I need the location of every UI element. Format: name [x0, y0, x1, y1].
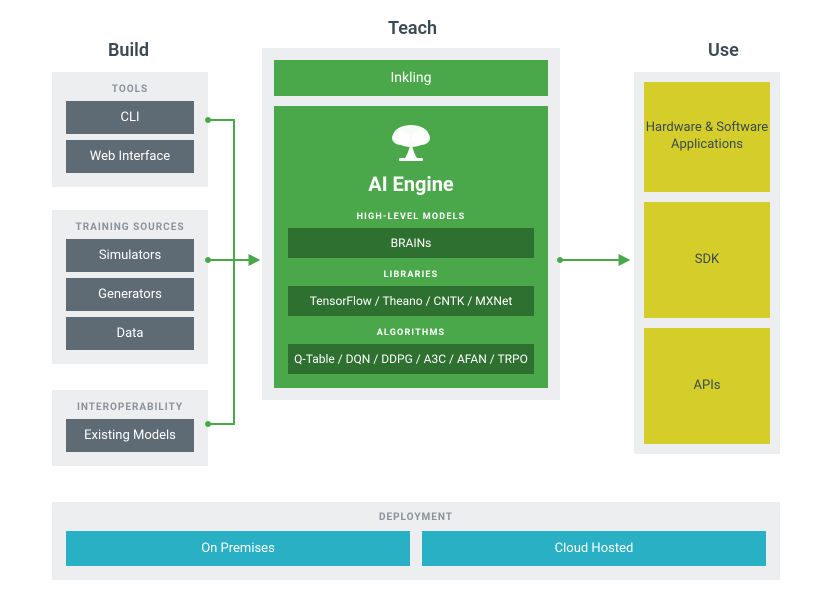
tools-label: TOOLS — [66, 84, 194, 95]
interoperability-item-existing-models: Existing Models — [66, 419, 194, 452]
deployment-panel: DEPLOYMENT On Premises Cloud Hosted — [52, 502, 780, 580]
high-level-models-label: HIGH-LEVEL MODELS — [288, 212, 534, 222]
libraries-bar: TensorFlow / Theano / CNTK / MXNet — [288, 286, 534, 316]
tools-item-cli: CLI — [66, 101, 194, 134]
teach-panel: Inkling AI Engine HIGH-LEVEL MODELS BRAI… — [262, 48, 560, 400]
algorithms-bar: Q-Table / DQN / DDPG / A3C / AFAN / TRPO — [288, 344, 534, 374]
deployment-label: DEPLOYMENT — [66, 512, 766, 523]
tree-icon — [389, 122, 433, 162]
algorithms-label: ALGORITHMS — [288, 328, 534, 338]
deployment-cloud-hosted: Cloud Hosted — [422, 531, 766, 566]
tools-item-web-interface: Web Interface — [66, 140, 194, 173]
deployment-on-premises: On Premises — [66, 531, 410, 566]
training-item-simulators: Simulators — [66, 239, 194, 272]
column-header-teach: Teach — [388, 18, 437, 39]
inkling-bar: Inkling — [274, 60, 548, 96]
ai-engine-box: AI Engine HIGH-LEVEL MODELS BRAINs LIBRA… — [274, 106, 548, 388]
use-sdk: SDK — [644, 202, 770, 318]
libraries-label: LIBRARIES — [288, 270, 534, 280]
use-apis: APIs — [644, 328, 770, 444]
tools-panel: TOOLS CLI Web Interface — [52, 72, 208, 187]
training-item-generators: Generators — [66, 278, 194, 311]
interoperability-panel: INTEROPERABILITY Existing Models — [52, 390, 208, 466]
use-hw-sw: Hardware & Software Applications — [644, 82, 770, 192]
use-panel: Hardware & Software Applications SDK API… — [634, 72, 780, 454]
ai-engine-title: AI Engine — [288, 172, 534, 196]
column-header-use: Use — [708, 40, 739, 61]
training-item-data: Data — [66, 317, 194, 350]
interoperability-label: INTEROPERABILITY — [66, 402, 194, 413]
brains-bar: BRAINs — [288, 228, 534, 258]
column-header-build: Build — [108, 40, 149, 61]
training-sources-panel: TRAINING SOURCES Simulators Generators D… — [52, 210, 208, 364]
training-sources-label: TRAINING SOURCES — [66, 222, 194, 233]
diagram-canvas: Build Teach Use TOOLS CLI Web Interface … — [0, 0, 820, 589]
